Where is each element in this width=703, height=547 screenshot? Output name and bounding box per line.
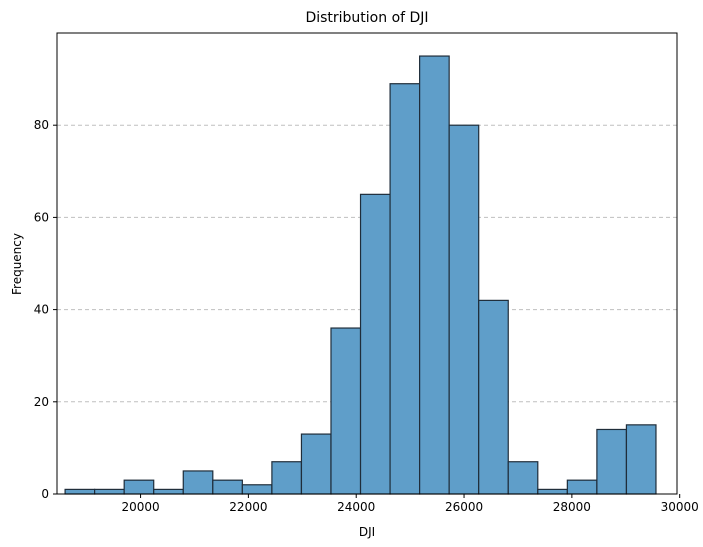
histogram-bar (537, 488, 568, 495)
y-tick-label: 0 (41, 487, 49, 501)
histogram-bar (478, 299, 509, 495)
plot-frame (56, 32, 678, 495)
x-tick-label: 20000 (121, 500, 159, 514)
y-axis-label: Frequency (10, 233, 24, 295)
histogram-bar (271, 461, 303, 495)
y-tick-label: 80 (34, 118, 49, 132)
histogram-bar (596, 428, 628, 495)
x-tick-label: 24000 (337, 500, 375, 514)
histogram-bar (64, 488, 96, 495)
histogram-bar (359, 193, 391, 495)
histogram-bar (389, 83, 421, 495)
bars (64, 55, 657, 495)
histogram-bar (241, 484, 273, 495)
chart-title: Distribution of DJI (305, 10, 428, 26)
x-tick-label: 22000 (229, 500, 267, 514)
histogram-bar (330, 327, 362, 495)
histogram-bar (566, 479, 598, 495)
histogram-bar (212, 479, 243, 495)
histogram-bar (625, 424, 657, 495)
x-tick-label: 30000 (661, 500, 699, 514)
x-axis-label: DJI (359, 525, 375, 539)
histogram-bar (153, 488, 184, 495)
histogram-bar (448, 124, 480, 495)
x-tick-label: 28000 (553, 500, 591, 514)
histogram-bar (123, 479, 155, 495)
y-tick-label: 20 (34, 395, 49, 409)
histogram-bar (94, 488, 125, 495)
histogram-bar (300, 433, 332, 495)
x-axis-ticks: 20000 22000 24000 26000 28000 30000 (121, 494, 699, 514)
histogram-bar (182, 470, 214, 495)
y-axis-ticks: 0 20 40 60 80 (34, 118, 57, 501)
y-tick-label: 60 (34, 210, 49, 224)
y-tick-label: 40 (34, 303, 49, 317)
histogram-bar (507, 461, 539, 495)
x-tick-label: 26000 (445, 500, 483, 514)
histogram-bar (419, 55, 450, 495)
